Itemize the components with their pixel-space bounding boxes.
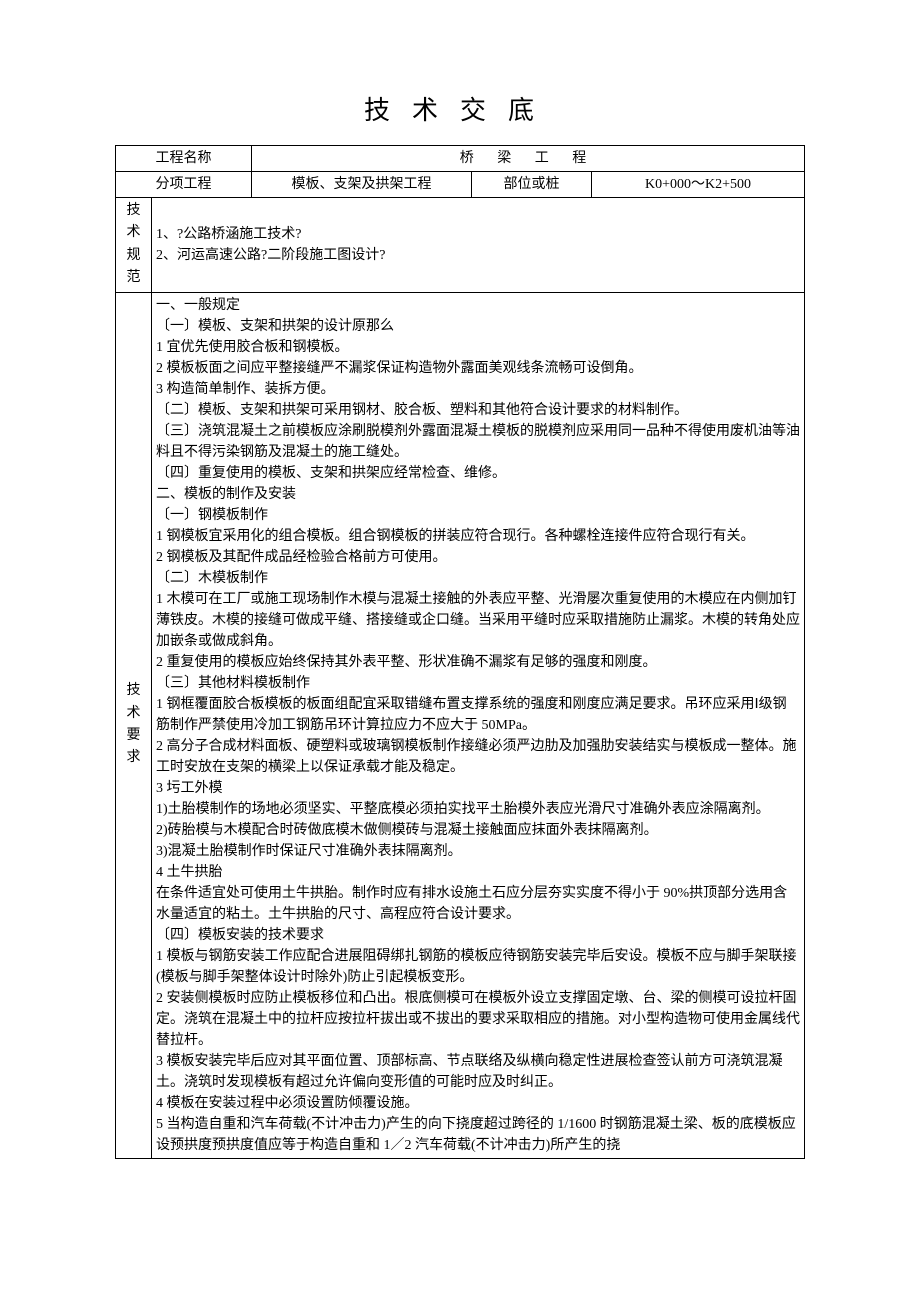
req-paragraph: 3 圬工外模 [156, 778, 800, 799]
page-title: 技术交底 [115, 90, 805, 127]
spec-line: 2、河运高速公路?二阶段施工图设计? [156, 245, 800, 266]
req-paragraph: 4 模板在安装过程中必须设置防倾覆设施。 [156, 1093, 800, 1114]
req-paragraph: 〔四〕重复使用的模板、支架和拱架应经常检查、维修。 [156, 463, 800, 484]
req-paragraph: 一、一般规定 [156, 295, 800, 316]
subproject-value: 模板、支架及拱架工程 [252, 172, 472, 198]
header-row-1: 工程名称 桥 梁 工 程 [116, 146, 805, 172]
req-paragraph: 二、模板的制作及安装 [156, 484, 800, 505]
req-paragraph: 2 高分子合成材料面板、硬塑料或玻璃钢模板制作接缝必须严边肋及加强肋安装结实与模… [156, 736, 800, 778]
req-paragraph: 〔一〕模板、支架和拱架的设计原那么 [156, 316, 800, 337]
req-paragraph: 〔三〕其他材料模板制作 [156, 673, 800, 694]
part-value: K0+000～K2+500 [592, 172, 805, 198]
req-paragraph: 2 钢模板及其配件成品经检验合格前方可使用。 [156, 547, 800, 568]
req-paragraph: 〔三〕浇筑混凝土之前模板应涂刷脱模剂外露面混凝土模板的脱模剂应采用同一品种不得使… [156, 421, 800, 463]
req-paragraph: 3)混凝土胎模制作时保证尺寸准确外表抹隔离剂。 [156, 841, 800, 862]
req-paragraph: 〔二〕木模板制作 [156, 568, 800, 589]
spec-row: 技 术 规 范 1、?公路桥涵施工技术?2、河运高速公路?二阶段施工图设计? [116, 198, 805, 293]
req-paragraph: 2 安装侧模板时应防止模板移位和凸出。根底侧模可在模板外设立支撑固定墩、台、梁的… [156, 988, 800, 1051]
req-paragraph: 3 构造简单制作、装拆方便。 [156, 379, 800, 400]
spec-line: 1、?公路桥涵施工技术? [156, 224, 800, 245]
req-paragraph: 5 当构造自重和汽车荷载(不计冲击力)产生的向下挠度超过跨径的 1/1600 时… [156, 1114, 800, 1156]
subproject-label: 分项工程 [116, 172, 252, 198]
req-paragraph: 1 模板与钢筋安装工作应配合进展阻碍绑扎钢筋的模板应待钢筋安装完毕后安设。模板不… [156, 946, 800, 988]
req-paragraph: 〔二〕模板、支架和拱架可采用钢材、胶合板、塑料和其他符合设计要求的材料制作。 [156, 400, 800, 421]
req-content: 一、一般规定〔一〕模板、支架和拱架的设计原那么1 宜优先使用胶合板和钢模板。2 … [152, 292, 805, 1158]
req-paragraph: 1 钢模板宜采用化的组合模板。组合钢模板的拼装应符合现行。各种螺栓连接件应符合现… [156, 526, 800, 547]
project-name-value: 桥 梁 工 程 [252, 146, 805, 172]
req-paragraph: 2 重复使用的模板应始终保持其外表平整、形状准确不漏浆有足够的强度和刚度。 [156, 652, 800, 673]
req-paragraph: 〔一〕钢模板制作 [156, 505, 800, 526]
req-paragraph: 1 木模可在工厂或施工现场制作木模与混凝土接触的外表应平整、光滑屡次重复使用的木… [156, 589, 800, 652]
req-paragraph: 〔四〕模板安装的技术要求 [156, 925, 800, 946]
req-paragraph: 在条件适宜处可使用土牛拱胎。制作时应有排水设施土石应分层夯实实度不得小于 90%… [156, 883, 800, 925]
header-row-2: 分项工程 模板、支架及拱架工程 部位或桩 K0+000～K2+500 [116, 172, 805, 198]
req-paragraph: 1 钢框覆面胶合板模板的板面组配宜采取错缝布置支撑系统的强度和刚度应满足要求。吊… [156, 694, 800, 736]
spec-label: 技 术 规 范 [116, 198, 152, 293]
spec-content: 1、?公路桥涵施工技术?2、河运高速公路?二阶段施工图设计? [152, 198, 805, 293]
req-paragraph: 2)砖胎模与木模配合时砖做底模木做侧模砖与混凝土接触面应抹面外表抹隔离剂。 [156, 820, 800, 841]
req-paragraph: 4 土牛拱胎 [156, 862, 800, 883]
disclosure-table: 工程名称 桥 梁 工 程 分项工程 模板、支架及拱架工程 部位或桩 K0+000… [115, 145, 805, 1159]
req-label: 技 术 要 求 [116, 292, 152, 1158]
req-row: 技 术 要 求 一、一般规定〔一〕模板、支架和拱架的设计原那么1 宜优先使用胶合… [116, 292, 805, 1158]
req-paragraph: 2 模板板面之间应平整接缝严不漏浆保证构造物外露面美观线条流畅可设倒角。 [156, 358, 800, 379]
req-paragraph: 3 模板安装完毕后应对其平面位置、顶部标高、节点联络及纵横向稳定性进展检查签认前… [156, 1051, 800, 1093]
part-label: 部位或桩 [472, 172, 592, 198]
req-paragraph: 1 宜优先使用胶合板和钢模板。 [156, 337, 800, 358]
project-name-label: 工程名称 [116, 146, 252, 172]
req-paragraph: 1)土胎模制作的场地必须坚实、平整底模必须拍实找平土胎模外表应光滑尺寸准确外表应… [156, 799, 800, 820]
